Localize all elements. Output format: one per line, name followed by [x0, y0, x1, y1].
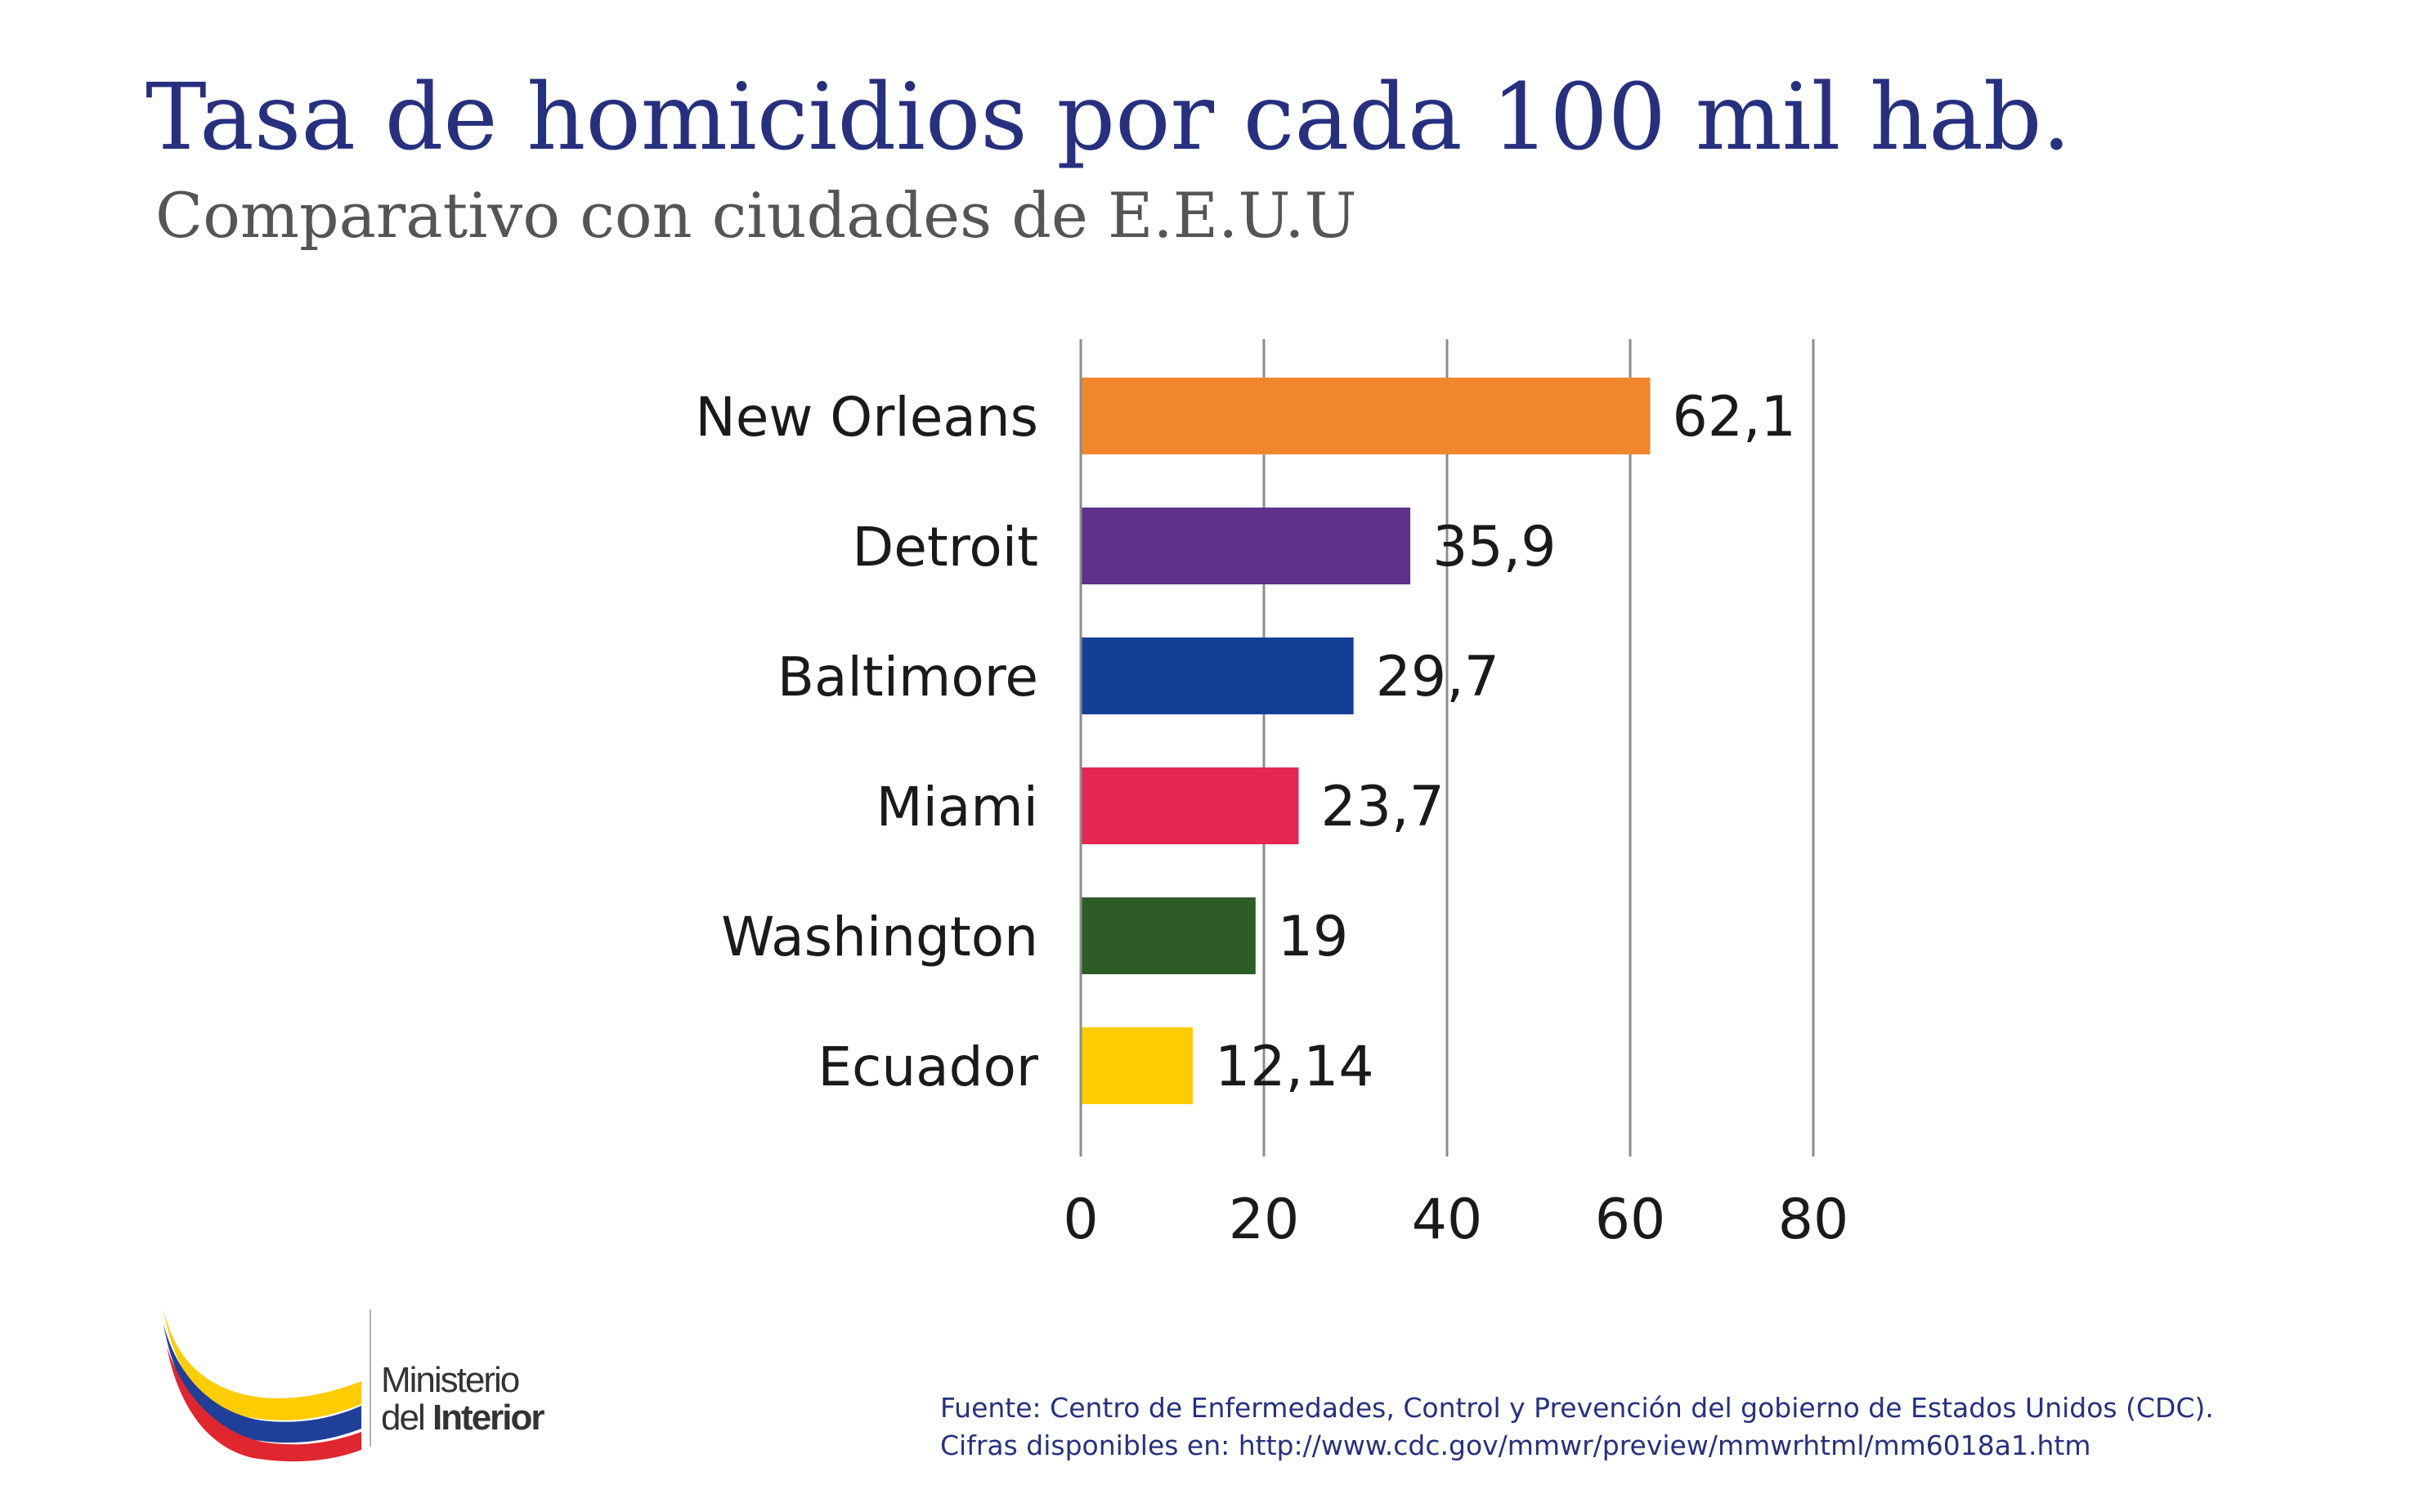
value-label: 29,7 — [1376, 645, 1499, 709]
value-label: 19 — [1278, 905, 1349, 969]
bar — [1082, 1027, 1193, 1104]
logo-line-2: del Interior — [381, 1398, 545, 1438]
category-label: Washington — [721, 906, 1038, 968]
value-label: 23,7 — [1320, 775, 1444, 839]
source-note: Fuente: Centro de Enfermedades, Control … — [940, 1389, 2214, 1465]
category-label: Ecuador — [818, 1036, 1039, 1098]
bar — [1082, 508, 1411, 584]
bars — [1082, 378, 1651, 1104]
gridlines — [1262, 339, 1815, 1156]
x-tick-label: 80 — [1778, 1188, 1849, 1252]
bar-chart: 0 20 40 60 80 New Orleans 62,1 Detroit 35,9 Balti… — [695, 339, 1848, 1252]
chart-title: Tasa de homicidios por cada 100 mil hab. — [146, 65, 2072, 171]
ministerio-logo: Ministerio del Interior — [139, 1300, 597, 1463]
value-label: 12,14 — [1215, 1035, 1374, 1099]
bar — [1082, 897, 1256, 974]
bar — [1082, 767, 1299, 844]
value-label: 62,1 — [1673, 385, 1796, 450]
source-line-2: Cifras disponibles en: http://www.cdc.go… — [940, 1429, 2091, 1461]
bar — [1082, 637, 1354, 714]
bar — [1082, 378, 1651, 454]
source-line-1: Fuente: Centro de Enfermedades, Control … — [940, 1392, 2214, 1424]
chart-subtitle: Comparativo con ciudades de E.E.U.U — [155, 179, 1357, 252]
logo-divider — [370, 1309, 371, 1447]
logo-line-1: Ministerio — [381, 1360, 520, 1400]
category-label: Detroit — [852, 516, 1038, 579]
x-tick-label: 0 — [1063, 1188, 1098, 1252]
value-label: 35,9 — [1432, 515, 1556, 579]
category-label: Baltimore — [777, 646, 1038, 709]
x-tick-label: 20 — [1229, 1188, 1300, 1252]
logo-wordmark: Ministerio del Interior — [381, 1360, 545, 1438]
ecuador-flag-swoosh-icon — [164, 1308, 361, 1462]
labels: 0 20 40 60 80 New Orleans 62,1 Detroit 35,9 Balti… — [695, 385, 1848, 1252]
category-label: New Orleans — [695, 386, 1038, 449]
x-tick-label: 40 — [1412, 1188, 1483, 1252]
category-label: Miami — [876, 776, 1038, 839]
x-tick-label: 60 — [1595, 1188, 1666, 1252]
